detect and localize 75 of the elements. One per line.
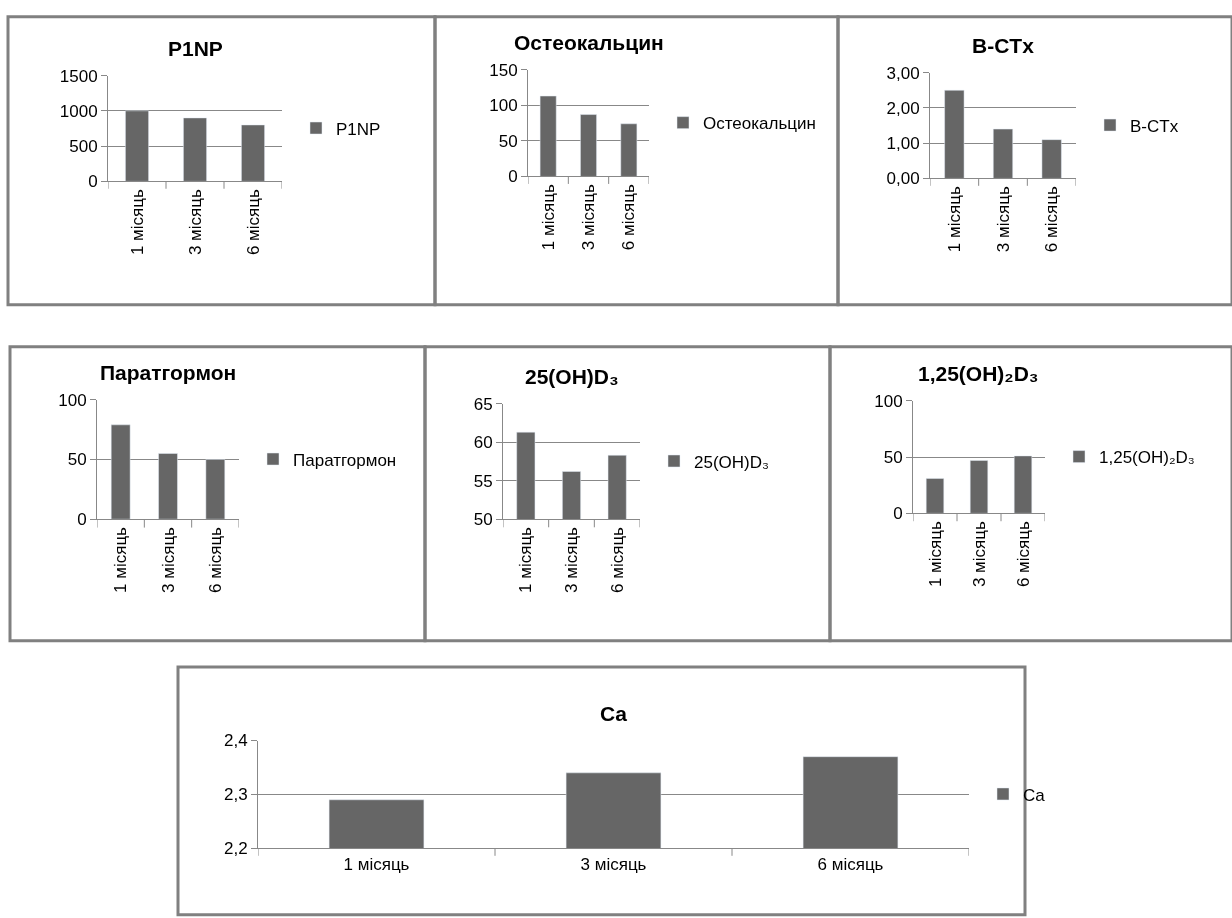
- y-tick-label: 2,2: [223, 839, 248, 859]
- legend-label: Паратгормон: [293, 450, 397, 470]
- y-tick-label: 0: [893, 504, 903, 524]
- x-tick-label: 6 місяць: [619, 184, 639, 251]
- y-tick-label: 50: [883, 447, 903, 467]
- y-tick-label: 1,00: [886, 134, 920, 154]
- x-tick-label: 1 місяць: [111, 526, 131, 593]
- y-tick-label: 100: [58, 390, 87, 410]
- bar: [969, 460, 989, 514]
- x-tick-label: 6 місяць: [607, 526, 627, 593]
- y-tick-label: 1000: [59, 101, 98, 121]
- bar: [241, 124, 265, 182]
- x-tick-label: 3 місяць: [993, 186, 1013, 253]
- x-tick-label: 3 місяць: [185, 189, 205, 256]
- bar: [158, 453, 178, 520]
- chart-title: B-CTx: [972, 34, 1035, 57]
- chart-title: 25(OH)D₃: [525, 365, 619, 388]
- x-tick-label: 1 місяць: [343, 854, 410, 874]
- chart-title: Паратгормон: [100, 361, 237, 384]
- legend-label: P1NP: [336, 119, 381, 139]
- x-tick-label: 3 місяць: [580, 854, 647, 874]
- y-tick-label: 60: [473, 433, 493, 453]
- y-tick-label: 100: [874, 391, 903, 411]
- y-tick-label: 65: [473, 394, 493, 414]
- bar: [1013, 455, 1033, 514]
- chart-title: Ca: [600, 702, 628, 725]
- bar: [944, 90, 965, 179]
- y-tick-label: 50: [473, 510, 493, 530]
- x-tick-label: 6 місяць: [1042, 186, 1062, 253]
- x-tick-label: 3 місяць: [158, 526, 178, 593]
- y-tick-label: 0: [88, 172, 98, 192]
- x-tick-label: 1 місяць: [944, 186, 964, 253]
- legend-label: B-CTx: [1130, 116, 1179, 136]
- y-tick-label: 0: [508, 167, 518, 187]
- bar: [110, 424, 131, 520]
- legend-label: 25(OH)D₃: [694, 452, 769, 472]
- y-tick-label: 2,3: [223, 785, 248, 805]
- x-tick-label: 6 місяць: [1013, 521, 1033, 588]
- x-tick-label: 6 місяць: [817, 854, 884, 874]
- legend-label: Ca: [1023, 785, 1046, 805]
- y-tick-label: 1500: [59, 66, 98, 86]
- bar: [205, 459, 226, 520]
- y-tick-label: 2,4: [223, 731, 248, 751]
- chart-title: P1NP: [168, 37, 223, 60]
- bar: [993, 128, 1013, 179]
- x-tick-label: 3 місяць: [579, 184, 599, 251]
- y-tick-label: 0,00: [886, 169, 920, 189]
- y-tick-label: 100: [489, 96, 518, 116]
- x-tick-label: 6 місяць: [205, 526, 225, 593]
- x-tick-label: 1 місяць: [127, 189, 147, 256]
- x-tick-label: 3 місяць: [562, 526, 582, 593]
- legend-label: Остеокальцин: [703, 114, 816, 134]
- y-tick-label: 150: [489, 60, 518, 80]
- y-tick-label: 500: [69, 137, 98, 157]
- chart-title: Остеокальцин: [514, 31, 664, 54]
- bar: [539, 95, 557, 177]
- x-tick-label: 1 місяць: [538, 184, 558, 251]
- bar: [1041, 139, 1062, 179]
- y-tick-label: 3,00: [886, 63, 920, 83]
- legend-label: 1,25(OH)₂D₃: [1099, 448, 1195, 468]
- y-tick-label: 2,00: [886, 98, 920, 118]
- y-tick-label: 50: [67, 450, 87, 470]
- y-tick-label: 50: [498, 131, 518, 151]
- x-tick-label: 1 місяць: [516, 526, 536, 593]
- bar: [125, 110, 149, 182]
- x-tick-label: 3 місяць: [969, 521, 989, 588]
- x-tick-label: 1 місяць: [925, 521, 945, 588]
- bar: [580, 114, 597, 177]
- chart-title: 1,25(OH)₂D₃: [918, 362, 1039, 385]
- bar: [620, 123, 638, 177]
- x-tick-label: 6 місяць: [243, 189, 263, 256]
- bar: [183, 117, 207, 182]
- y-tick-label: 0: [77, 510, 87, 530]
- bar: [925, 478, 945, 514]
- y-tick-label: 55: [473, 471, 493, 491]
